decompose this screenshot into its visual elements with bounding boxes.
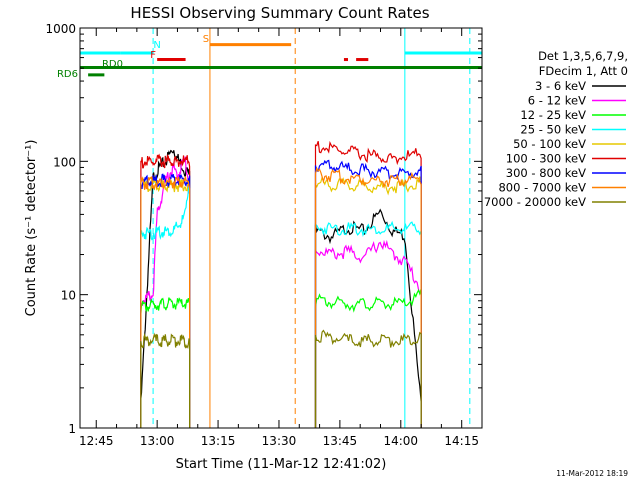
flag-label-s: S xyxy=(203,34,209,45)
legend-label: 12 - 25 keV xyxy=(520,108,586,122)
y-tick-label: 100 xyxy=(53,155,76,169)
x-tick-label: 14:00 xyxy=(383,434,418,448)
x-tick-label: 13:15 xyxy=(201,434,236,448)
series-2-seg2 xyxy=(314,288,422,428)
plot-frame xyxy=(79,27,483,429)
series-7-seg2 xyxy=(314,166,422,428)
x-tick-label: 12:45 xyxy=(79,434,114,448)
x-tick-label: 13:45 xyxy=(323,434,358,448)
series-6-seg2 xyxy=(314,159,422,428)
series-1-seg2 xyxy=(314,239,422,428)
y-axis-label: Count Rate (s⁻¹ detector⁻¹) xyxy=(24,140,39,317)
y-tick-label: 1000 xyxy=(45,22,76,36)
y-tick-label: 1 xyxy=(68,422,76,436)
axes: 1 10 100 1000 12:45 13:00 13:15 13:30 13:45 14:00… xyxy=(45,22,483,448)
x-tick-label: 13:00 xyxy=(140,434,175,448)
x-tick-label: 14:15 xyxy=(444,434,479,448)
series-5-seg2 xyxy=(314,140,422,428)
y-tick-label: 10 xyxy=(61,289,76,303)
series-1-seg1 xyxy=(140,156,191,428)
flag-label-n: N xyxy=(153,40,160,51)
footer-timestamp: 11-Mar-2012 18:19 xyxy=(556,469,628,478)
legend-label: 50 - 100 keV xyxy=(513,137,586,151)
series-8-seg1 xyxy=(140,332,191,428)
legend: Det 1,3,5,6,7,9, FDecim 1, Att 0 3 - 6 k… xyxy=(484,49,628,209)
legend-label: 7000 - 20000 keV xyxy=(484,195,586,209)
legend-label: 6 - 12 keV xyxy=(528,94,586,108)
vertical-markers xyxy=(80,28,471,428)
legend-header-line1: Det 1,3,5,6,7,9, xyxy=(538,49,628,63)
legend-label: 300 - 800 keV xyxy=(506,166,586,180)
series-7-seg1 xyxy=(140,176,191,428)
series-3-seg1 xyxy=(140,177,191,428)
series-8-seg2 xyxy=(314,329,422,428)
flag-bars xyxy=(80,43,482,77)
legend-label: 800 - 7000 keV xyxy=(498,181,586,195)
series-6-seg1 xyxy=(140,173,191,428)
legend-label: 3 - 6 keV xyxy=(535,79,586,93)
legend-header-line2: FDecim 1, Att 0 xyxy=(539,64,628,78)
legend-label: 100 - 300 keV xyxy=(506,152,586,166)
chart-title: HESSI Observing Summary Count Rates xyxy=(130,4,429,22)
series-0-seg2 xyxy=(314,208,422,428)
x-axis-label: Start Time (11-Mar-12 12:41:02) xyxy=(176,457,387,472)
flag-label-rd6: RD6 xyxy=(57,69,78,80)
flag-label-f: F xyxy=(150,50,156,61)
series-lines xyxy=(140,140,422,428)
series-3-seg2 xyxy=(314,220,422,428)
x-tick-label: 13:30 xyxy=(262,434,297,448)
series-5-seg1 xyxy=(140,153,191,428)
flag-labels: N S F RD0 RD6 xyxy=(57,34,209,80)
legend-label: 25 - 50 keV xyxy=(520,123,586,137)
series-2-seg1 xyxy=(140,297,191,428)
flag-label-rd0: RD0 xyxy=(102,59,123,70)
